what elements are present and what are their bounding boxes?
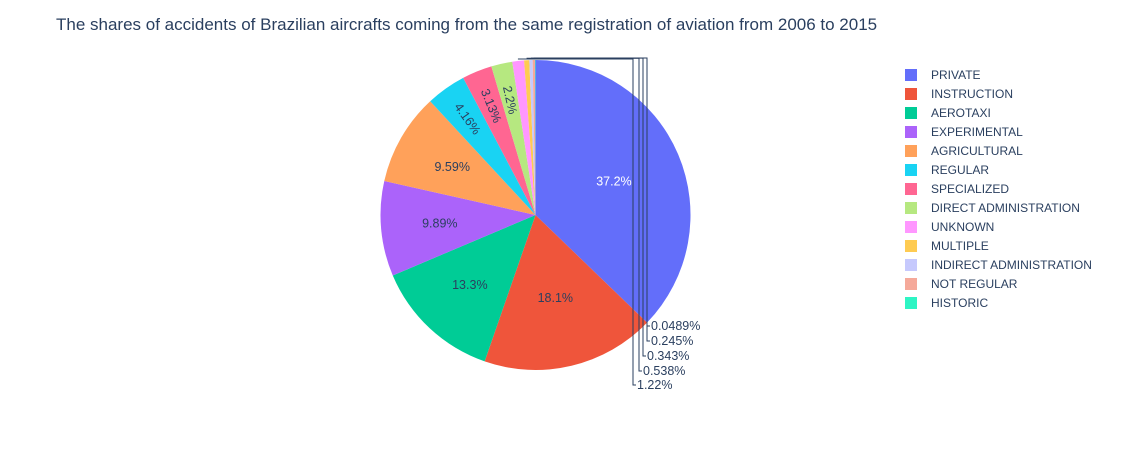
legend-item-agricultural[interactable]: AGRICULTURAL xyxy=(905,144,1023,158)
legend-swatch xyxy=(905,297,917,309)
slice-label: 37.2% xyxy=(596,175,631,189)
legend-item-specialized[interactable]: SPECIALIZED xyxy=(905,182,1009,196)
legend-item-experimental[interactable]: EXPERIMENTAL xyxy=(905,125,1023,139)
legend-label: SPECIALIZED xyxy=(931,182,1009,196)
legend-label: NOT REGULAR xyxy=(931,277,1018,291)
label-leader-line xyxy=(526,57,642,372)
slice-label: 9.59% xyxy=(434,160,469,174)
legend-swatch xyxy=(905,145,917,157)
legend: PRIVATE INSTRUCTION AEROTAXI EXPERIMENTAL AG… xyxy=(905,68,1092,310)
legend-item-regular[interactable]: REGULAR xyxy=(905,163,989,177)
pie-slice-agricultural[interactable] xyxy=(384,101,536,215)
pie-slice-multiple[interactable] xyxy=(524,60,536,216)
pie-slice-private[interactable] xyxy=(535,60,691,323)
legend-swatch xyxy=(905,183,917,195)
legend-label: REGULAR xyxy=(931,163,989,177)
legend-item-direct-administration[interactable]: DIRECT ADMINISTRATION xyxy=(905,201,1080,215)
pie-slice-instruction[interactable] xyxy=(484,215,648,370)
slice-label-outside: 1.22% xyxy=(637,378,672,392)
legend-swatch xyxy=(905,240,917,252)
legend-label: DIRECT ADMINISTRATION xyxy=(931,201,1080,215)
legend-item-indirect-administration[interactable]: INDIRECT ADMINISTRATION xyxy=(905,258,1092,272)
pie-slice-aerotaxi[interactable] xyxy=(392,215,536,362)
pie-slice-not-regular[interactable] xyxy=(532,60,536,215)
legend-swatch xyxy=(905,164,917,176)
slice-label-outside: 0.538% xyxy=(643,364,685,378)
inside-labels: 37.2%18.1%13.3%9.89%9.59%4.16%3.13%2.2% xyxy=(422,85,632,305)
legend-swatch xyxy=(905,107,917,119)
label-leader-line xyxy=(517,58,636,386)
pie-slice-regular[interactable] xyxy=(430,77,536,215)
legend-label: EXPERIMENTAL xyxy=(931,125,1023,139)
slice-label-outside: 0.0489% xyxy=(651,319,700,333)
legend-label: HISTORIC xyxy=(931,296,988,310)
legend-item-unknown[interactable]: UNKNOWN xyxy=(905,220,994,234)
legend-label: MULTIPLE xyxy=(931,239,989,253)
slice-label-outside: 0.343% xyxy=(647,349,689,363)
legend-label: AEROTAXI xyxy=(931,106,991,120)
pie-slices xyxy=(380,59,691,370)
legend-item-multiple[interactable]: MULTIPLE xyxy=(905,239,989,253)
legend-swatch xyxy=(905,126,917,138)
slice-label: 9.89% xyxy=(422,217,457,231)
pie-slice-experimental[interactable] xyxy=(380,181,536,276)
legend-swatch xyxy=(905,202,917,214)
slice-label: 2.2% xyxy=(500,85,520,116)
slice-label: 18.1% xyxy=(538,291,573,305)
slice-label: 13.3% xyxy=(452,278,487,292)
slice-label-outside: 0.245% xyxy=(651,334,693,348)
pie-slice-indirect-administration[interactable] xyxy=(529,60,536,215)
legend-label: INDIRECT ADMINISTRATION xyxy=(931,258,1092,272)
legend-item-aerotaxi[interactable]: AEROTAXI xyxy=(905,106,991,120)
legend-label: AGRICULTURAL xyxy=(931,144,1023,158)
legend-swatch xyxy=(905,88,917,100)
legend-item-not-regular[interactable]: NOT REGULAR xyxy=(905,277,1018,291)
legend-label: PRIVATE xyxy=(931,68,981,82)
legend-item-private[interactable]: PRIVATE xyxy=(905,68,981,82)
chart-title: The shares of accidents of Brazilian air… xyxy=(56,15,877,34)
legend-item-instruction[interactable]: INSTRUCTION xyxy=(905,87,1013,101)
legend-label: INSTRUCTION xyxy=(931,87,1013,101)
legend-swatch xyxy=(905,259,917,271)
pie-slice-unknown[interactable] xyxy=(512,60,536,215)
outside-labels: 0.0489%0.245%0.343%0.538%1.22% xyxy=(517,57,700,392)
pie-slice-direct-administration[interactable] xyxy=(491,61,536,215)
legend-swatch xyxy=(905,69,917,81)
legend-item-historic[interactable]: HISTORIC xyxy=(905,296,988,310)
legend-label: UNKNOWN xyxy=(931,220,994,234)
legend-swatch xyxy=(905,221,917,233)
legend-swatch xyxy=(905,278,917,290)
pie-slice-specialized[interactable] xyxy=(463,66,536,215)
